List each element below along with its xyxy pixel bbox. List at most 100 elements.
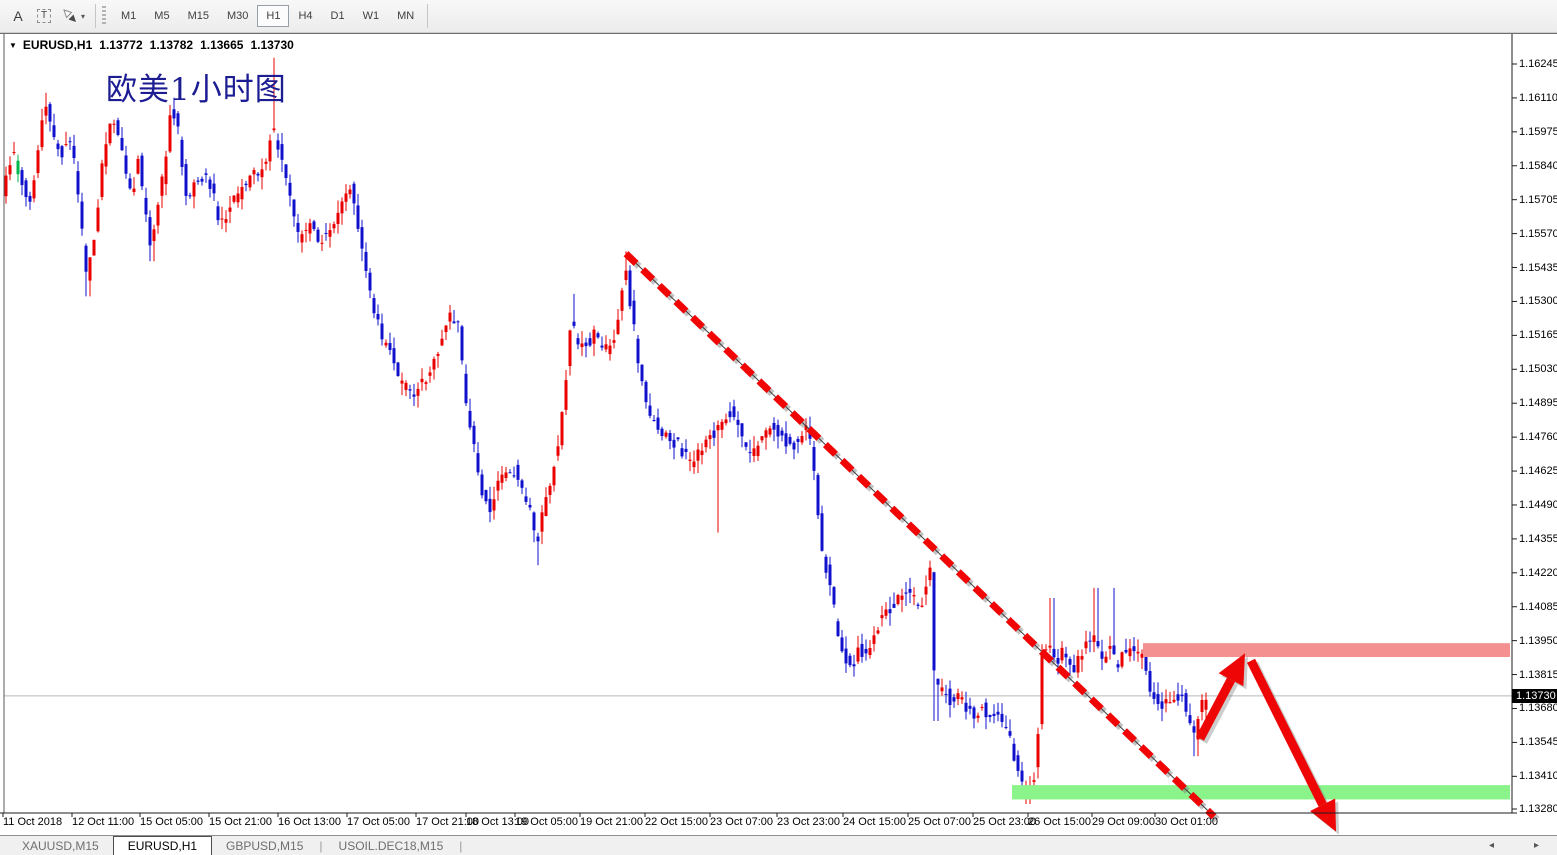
candle-body	[172, 109, 176, 119]
candle-body	[1132, 646, 1136, 652]
chevron-down-icon: ▾	[81, 11, 86, 21]
candle-body	[856, 647, 860, 662]
candle-body	[820, 513, 824, 551]
candle-body	[124, 155, 128, 174]
candle-body	[720, 421, 724, 430]
candle-body	[104, 144, 108, 167]
timeframe-button-h4[interactable]: H4	[289, 5, 321, 27]
time-axis-label: 23 Oct 07:00	[710, 816, 773, 828]
time-axis-label: 30 Oct 01:00	[1155, 816, 1218, 828]
candle-body	[452, 321, 456, 324]
candle-body	[1040, 655, 1044, 725]
chart-tabs: XAUUSD,M15 EURUSD,H1 GBPUSD,M15 | USOIL.DEC1…	[0, 836, 464, 855]
candle-body	[524, 496, 528, 502]
candle-body	[460, 326, 464, 361]
tabs-scroll-right-icon[interactable]: ▸	[1533, 840, 1539, 851]
candle-body	[52, 125, 56, 138]
cursor-tool-button[interactable]: A	[6, 4, 30, 28]
candle-body	[368, 272, 372, 291]
candle-body	[984, 702, 988, 718]
text-tool-button[interactable]: T	[32, 4, 56, 28]
candle-body	[1172, 699, 1176, 702]
candle-body	[640, 364, 644, 382]
chart-header: ▼ EURUSD,H1 1.13772 1.13782 1.13665 1.13…	[9, 38, 294, 52]
chart-annotation[interactable]: 欧美1小时图	[106, 72, 287, 108]
resistance-zone[interactable]	[1143, 643, 1510, 657]
candle-body	[788, 436, 792, 444]
candle-body	[428, 372, 432, 376]
support-zone[interactable]	[1012, 785, 1510, 800]
candle-body	[700, 450, 704, 456]
candle-body	[120, 138, 124, 151]
candle-body	[1056, 657, 1060, 664]
candle-body	[628, 270, 632, 307]
candle-body	[1108, 645, 1112, 649]
candle-body	[92, 239, 96, 256]
candle-body	[476, 453, 480, 473]
time-axis-label: 24 Oct 15:00	[843, 816, 906, 828]
up-arrow[interactable]	[1196, 677, 1236, 741]
timeframe-button-m30[interactable]: M30	[218, 5, 257, 27]
candle-body	[324, 232, 328, 234]
candle-body	[336, 212, 340, 224]
chart-tab-eurusd-h1[interactable]: EURUSD,H1	[112, 836, 213, 855]
candle-body	[392, 348, 396, 364]
candle-body	[360, 227, 364, 249]
down-arrow[interactable]	[1246, 658, 1327, 807]
timeframe-button-d1[interactable]: D1	[322, 5, 354, 27]
candle-body	[824, 556, 828, 573]
candle-body	[812, 447, 816, 471]
candle-body	[76, 171, 80, 195]
candle-body	[568, 330, 572, 366]
timeframe-button-m1[interactable]: M1	[112, 5, 145, 27]
candle-body	[16, 160, 20, 175]
chart-tab-usoil-dec18-m15[interactable]: USOIL.DEC18,M15	[338, 838, 444, 853]
candle-body	[280, 144, 284, 160]
arrows-tool-button[interactable]: ▾	[58, 4, 89, 28]
timeframe-button-w1[interactable]: W1	[354, 5, 389, 27]
candle-body	[176, 113, 180, 127]
price-axis-label: 1.14220	[1519, 566, 1557, 579]
up-arrow-head	[1218, 653, 1245, 687]
candle-body	[924, 586, 928, 595]
timeframe-button-h1[interactable]: H1	[257, 5, 290, 27]
candle-body	[620, 290, 624, 311]
candle-body	[468, 410, 472, 428]
candle-body	[648, 405, 652, 416]
time-axis-label: 17 Oct 21:00	[416, 816, 479, 828]
candle-body	[1168, 702, 1172, 704]
candle-body	[604, 344, 608, 350]
candle-body	[928, 567, 932, 581]
candle-body	[380, 323, 384, 340]
quote-close: 1.13730	[250, 38, 294, 52]
price-axis-label: 1.13815	[1519, 668, 1557, 681]
candle-body	[44, 106, 48, 116]
candle-body	[828, 564, 832, 586]
candle-body	[500, 474, 504, 483]
candle-body	[464, 373, 468, 404]
candle-body	[528, 504, 532, 508]
timeframe-button-m5[interactable]: M5	[145, 5, 178, 27]
time-axis-label: 29 Oct 09:00	[1092, 816, 1155, 828]
chart-tab-xauusd-m15[interactable]: XAUUSD,M15	[22, 838, 99, 853]
chart-tab-gbpusd-m15[interactable]: GBPUSD,M15	[226, 838, 304, 853]
tabs-scroll-left-icon[interactable]: ◂	[1488, 840, 1494, 851]
timeframe-button-m15[interactable]: M15	[179, 5, 218, 27]
trendline[interactable]	[623, 251, 1217, 820]
candle-body	[764, 430, 768, 438]
chart-window: ▼ EURUSD,H1 1.13772 1.13782 1.13665 1.13…	[0, 33, 1557, 836]
price-axis-label: 1.14355	[1519, 532, 1557, 545]
candle-body	[848, 655, 852, 666]
candle-body	[932, 572, 936, 671]
candle-body	[800, 436, 804, 443]
candle-body	[864, 648, 868, 654]
candle-body	[1188, 715, 1192, 724]
price-axis-label: 1.15165	[1519, 329, 1557, 342]
candle-body	[152, 229, 156, 242]
candle-body	[408, 389, 412, 391]
timeframe-button-mn[interactable]: MN	[388, 5, 423, 27]
price-axis-label: 1.15705	[1519, 193, 1557, 206]
toolbar-drag-handle[interactable]	[102, 6, 107, 26]
candle-body	[1116, 664, 1120, 668]
timeframe-group: M1 M5 M15 M30 H1 H4 D1 W1 MN	[112, 5, 423, 27]
